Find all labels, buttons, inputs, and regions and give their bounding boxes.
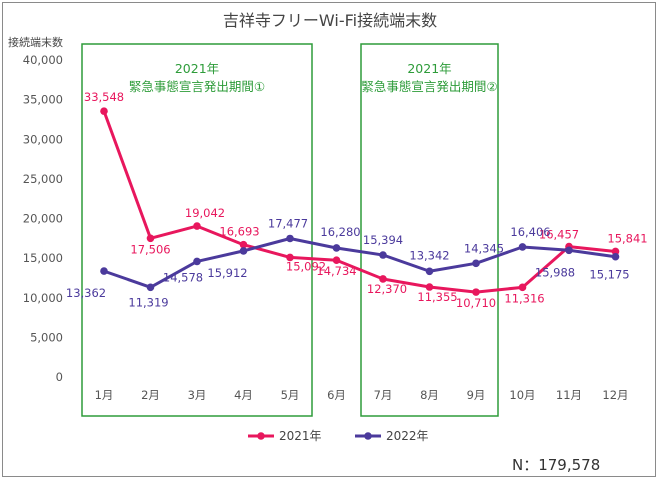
x-tick-label: 7月 bbox=[374, 388, 393, 402]
y-tick-label: 25,000 bbox=[23, 172, 63, 186]
data-point bbox=[472, 288, 480, 296]
legend-marker bbox=[364, 432, 372, 440]
data-label: 11,355 bbox=[417, 290, 457, 304]
x-tick-label: 6月 bbox=[327, 388, 346, 402]
data-point bbox=[611, 252, 620, 261]
data-label: 14,345 bbox=[464, 241, 504, 255]
data-point bbox=[332, 244, 341, 252]
data-label: 13,362 bbox=[66, 286, 106, 300]
data-point bbox=[611, 247, 620, 256]
emergency-period-box bbox=[360, 43, 499, 417]
data-label: 33,548 bbox=[84, 90, 124, 104]
data-label: 16,457 bbox=[539, 228, 579, 242]
series-line-1 bbox=[103, 236, 616, 289]
data-point bbox=[286, 234, 294, 243]
emergency-period-box bbox=[81, 43, 313, 417]
data-point bbox=[518, 243, 527, 251]
y-tick-label: 15,000 bbox=[23, 251, 63, 265]
data-point bbox=[379, 251, 387, 259]
y-tick-label: 10,000 bbox=[23, 291, 63, 305]
data-label: 15,175 bbox=[589, 268, 629, 282]
data-label: 17,477 bbox=[268, 216, 308, 230]
data-point bbox=[146, 283, 155, 292]
data-label: 15,912 bbox=[207, 266, 247, 280]
x-tick-label: 10月 bbox=[509, 388, 535, 402]
data-point bbox=[518, 283, 527, 292]
data-point bbox=[425, 283, 434, 291]
data-label: 16,406 bbox=[510, 225, 550, 239]
data-label: 19,042 bbox=[185, 206, 225, 220]
data-label: 15,988 bbox=[535, 265, 575, 279]
data-point bbox=[379, 275, 387, 283]
data-point bbox=[332, 256, 341, 265]
x-tick-label: 9月 bbox=[467, 388, 486, 402]
data-point bbox=[425, 267, 434, 276]
y-tick-label: 30,000 bbox=[23, 132, 63, 146]
data-point bbox=[565, 246, 573, 255]
data-label: 14,578 bbox=[163, 270, 203, 284]
legend-entry: 2022年 bbox=[386, 429, 429, 443]
data-label: 13,342 bbox=[409, 248, 449, 262]
data-point bbox=[193, 222, 201, 230]
x-tick-label: 2月 bbox=[141, 388, 160, 402]
data-label: 12,370 bbox=[367, 282, 407, 296]
data-label: 11,316 bbox=[504, 291, 544, 305]
data-point bbox=[100, 267, 108, 275]
data-point bbox=[100, 107, 108, 115]
x-tick-label: 1月 bbox=[95, 388, 114, 402]
data-label: 15,394 bbox=[363, 233, 403, 247]
x-tick-label: 12月 bbox=[602, 388, 628, 402]
x-tick-label: 4月 bbox=[234, 388, 253, 402]
data-label: 17,506 bbox=[130, 242, 170, 256]
x-tick-label: 5月 bbox=[281, 388, 300, 402]
chart-title: 吉祥寺フリーWi-Fi接続端末数 bbox=[223, 11, 437, 30]
chart-frame bbox=[2, 2, 656, 477]
data-label: 16,693 bbox=[219, 225, 259, 239]
y-tick-label: 5,000 bbox=[30, 330, 63, 344]
data-point bbox=[146, 234, 155, 243]
data-point bbox=[286, 253, 294, 262]
legend-entry: 2021年 bbox=[279, 429, 322, 443]
period-year-label: 2021年 bbox=[407, 61, 451, 76]
x-tick-label: 11月 bbox=[556, 388, 582, 402]
legend-marker bbox=[257, 432, 265, 440]
period-text-label: 緊急事態宣言発出期間① bbox=[129, 79, 265, 94]
data-point bbox=[239, 247, 248, 255]
y-tick-label: 20,000 bbox=[23, 212, 63, 226]
data-point bbox=[239, 240, 248, 249]
data-point bbox=[472, 259, 480, 268]
data-label: 16,280 bbox=[320, 225, 360, 239]
data-label: 15,092 bbox=[286, 259, 326, 273]
y-tick-label: 40,000 bbox=[23, 53, 63, 67]
y-tick-label: 0 bbox=[56, 370, 63, 384]
data-point bbox=[193, 257, 201, 266]
x-tick-label: 3月 bbox=[188, 388, 207, 402]
y-axis-label: 接続端末数 bbox=[8, 35, 63, 49]
data-label: 11,319 bbox=[128, 295, 168, 309]
sample-size-note: N：179,578 bbox=[512, 456, 600, 474]
period-text-label: 緊急事態宣言発出期間② bbox=[361, 79, 497, 94]
data-label: 15,841 bbox=[607, 231, 647, 245]
period-year-label: 2021年 bbox=[175, 61, 219, 76]
data-label: 10,710 bbox=[456, 296, 496, 310]
series-line-0 bbox=[102, 110, 616, 294]
data-label: 14,734 bbox=[316, 264, 356, 278]
y-tick-label: 35,000 bbox=[23, 93, 63, 107]
x-tick-label: 8月 bbox=[420, 388, 439, 402]
